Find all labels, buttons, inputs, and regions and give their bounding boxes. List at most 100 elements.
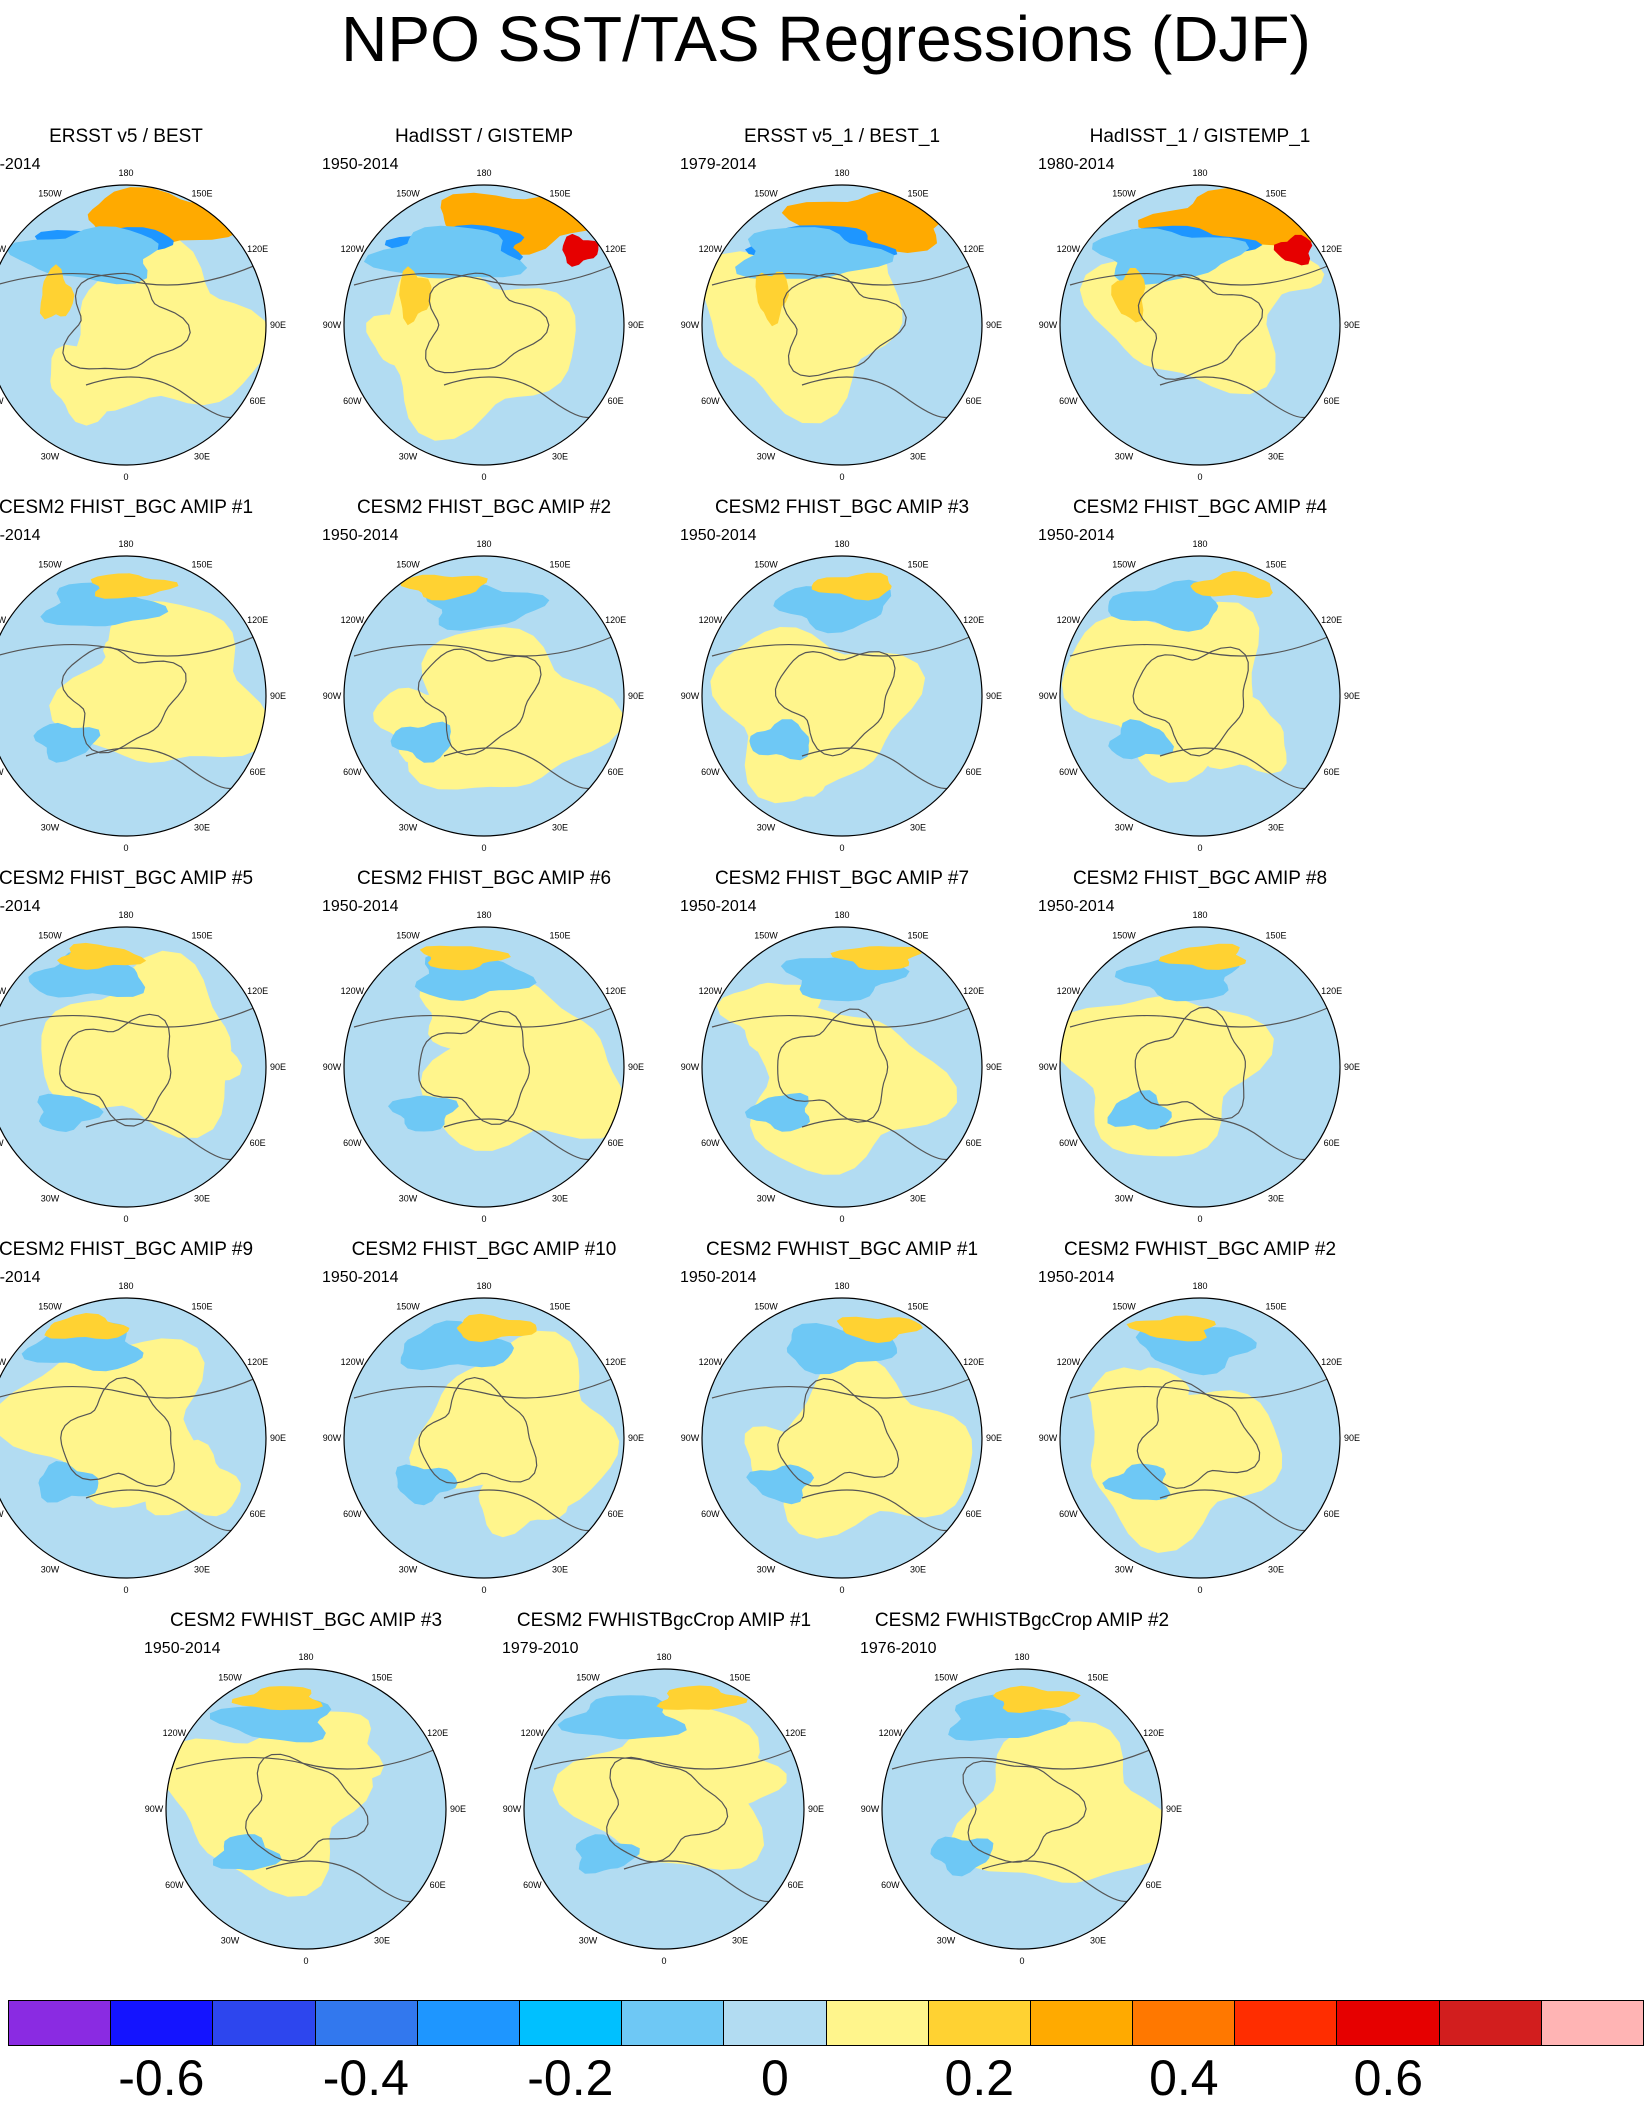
field-moderate-negative: [1107, 1090, 1172, 1130]
longitude-label: 150W: [38, 559, 62, 569]
longitude-label: 30W: [41, 1194, 60, 1204]
longitude-label: 120W: [1057, 244, 1081, 254]
longitude-label: 30W: [579, 1936, 598, 1946]
map-panel: ERSST v5 / BEST 1950-2014 180 150E 120E 90E 60…: [0, 126, 292, 486]
field-positive: [1087, 1367, 1190, 1444]
longitude-label: 60E: [966, 1509, 982, 1519]
panel-years: 1950-2014: [322, 527, 399, 544]
panel-title: ERSST v5_1 / BEST_1: [743, 126, 941, 147]
longitude-label: 150W: [934, 1672, 958, 1682]
panel-years: 1950-2014: [680, 527, 757, 544]
field-positive: [103, 628, 203, 703]
panel-years: 1976-2010: [860, 1640, 937, 1657]
field-max-positive: [1273, 234, 1313, 266]
longitude-label: 150W: [1112, 188, 1136, 198]
map-panel: CESM2 FHIST_BGC AMIP #8 1950-2014 180 150E 1…: [1034, 868, 1366, 1228]
longitude-label: 150W: [1112, 1301, 1136, 1311]
map-border: [1059, 1297, 1341, 1579]
colorbar-swatch: [9, 2001, 112, 2045]
longitude-label: 90W: [1039, 1062, 1058, 1072]
longitude-label: 90E: [986, 1433, 1002, 1443]
map-border: [701, 926, 983, 1208]
longitude-label: 0: [1197, 1214, 1202, 1224]
panel-title: CESM2 FHIST_BGC AMIP #3: [714, 497, 970, 518]
coastline: [418, 1376, 538, 1484]
field-moderate-negative: [948, 1694, 1071, 1741]
field-positive: [50, 344, 141, 426]
longitude-label: 120W: [699, 615, 723, 625]
map-panel: HadISST_1 / GISTEMP_1 1980-2014 180 150E 120…: [1034, 126, 1366, 486]
longitude-label: 150E: [191, 930, 212, 940]
colorbar-tick-label: 0.4: [1149, 2050, 1219, 2106]
panel-years: 1950-2014: [144, 1640, 221, 1657]
longitude-label: 150W: [754, 930, 778, 940]
longitude-label: 30E: [194, 823, 210, 833]
field-positive: [142, 1015, 243, 1094]
longitude-label: 180: [476, 168, 491, 178]
longitude-label: 180: [834, 539, 849, 549]
longitude-label: 180: [1014, 1652, 1029, 1662]
panel-title: CESM2 FWHIST_BGC AMIP #2: [1063, 1239, 1337, 1260]
longitude-label: 150E: [549, 188, 570, 198]
colorbar-tick-label: -0.6: [118, 2050, 205, 2106]
longitude-label: 180: [656, 1652, 671, 1662]
coastline: [353, 1377, 615, 1399]
panel-title: CESM2 FWHIST_BGC AMIP #1: [705, 1239, 979, 1260]
field-positive: [782, 1352, 973, 1539]
colorbar-swatch: [724, 2001, 827, 2045]
coastline: [1069, 635, 1331, 657]
coastline: [175, 1748, 437, 1770]
longitude-label: 0: [123, 843, 128, 853]
longitude-label: 90E: [1344, 320, 1360, 330]
polar-map: 180 150E 120E 90E 60E 30E 0 30W 60W 90W 120W 150W: [503, 1652, 824, 1966]
panel-years: 1950-2014: [680, 898, 757, 915]
longitude-label: 60W: [165, 1880, 184, 1890]
map-panel: CESM2 FHIST_BGC AMIP #3 1950-2014 180 150E 1…: [676, 497, 1008, 857]
colorbar-swatch: [1133, 2001, 1236, 2045]
map-panel: CESM2 FHIST_BGC AMIP #7 1950-2014 180 150E 1…: [676, 868, 1008, 1228]
coastline: [1134, 1006, 1246, 1120]
longitude-label: 90E: [986, 320, 1002, 330]
field-moderate-negative: [557, 1695, 687, 1740]
longitude-label: 120W: [1057, 1357, 1081, 1367]
coastline: [777, 1377, 900, 1487]
map-panel: CESM2 FWHIST_BGC AMIP #2 1950-2014 180 150E…: [1034, 1239, 1366, 1599]
longitude-label: 60W: [1059, 1509, 1078, 1519]
field-positive: [384, 252, 576, 441]
longitude-label: 30W: [399, 823, 418, 833]
field-positive: [0, 1338, 205, 1508]
longitude-label: 30W: [757, 1565, 776, 1575]
longitude-label: 60W: [343, 1138, 362, 1148]
longitude-label: 150W: [396, 188, 420, 198]
longitude-label: 30E: [552, 1565, 568, 1575]
longitude-label: 120E: [963, 615, 984, 625]
longitude-label: 60W: [1059, 1138, 1078, 1148]
longitude-label: 30E: [374, 1936, 390, 1946]
coastline: [891, 1748, 1153, 1770]
longitude-label: 180: [476, 910, 491, 920]
field-moderate-negative: [744, 1092, 810, 1132]
longitude-label: 180: [1192, 910, 1207, 920]
longitude-label: 150W: [396, 1301, 420, 1311]
field-moderate-positive: [811, 572, 892, 601]
polar-map: 180 150E 120E 90E 60E 30E 0 30W 60W 90W 120W 150W: [681, 539, 1002, 853]
field-positive: [407, 627, 623, 790]
colorbar-swatch: [1030, 2001, 1134, 2045]
map-border: [343, 555, 625, 837]
map-border: [701, 184, 983, 466]
panel-years: 1950-2014: [322, 1269, 399, 1286]
longitude-label: 30E: [552, 1194, 568, 1204]
map-panel: CESM2 FHIST_BGC AMIP #5 1950-2014 180 150E 1…: [0, 868, 292, 1228]
longitude-label: 90E: [1344, 1062, 1360, 1072]
longitude-label: 60E: [250, 767, 266, 777]
longitude-label: 150W: [218, 1672, 242, 1682]
longitude-label: 150E: [907, 188, 928, 198]
field-moderate-negative: [388, 1095, 459, 1132]
longitude-label: 60W: [881, 1880, 900, 1890]
map-panel: CESM2 FWHISTBgcCrop AMIP #2 1976-2010 180 1…: [856, 1610, 1188, 1970]
longitude-label: 120E: [963, 1357, 984, 1367]
longitude-label: 0: [481, 843, 486, 853]
panel-title: HadISST / GISTEMP: [394, 126, 574, 147]
longitude-label: 90E: [1344, 1433, 1360, 1443]
field-moderate-negative: [1135, 1327, 1257, 1376]
